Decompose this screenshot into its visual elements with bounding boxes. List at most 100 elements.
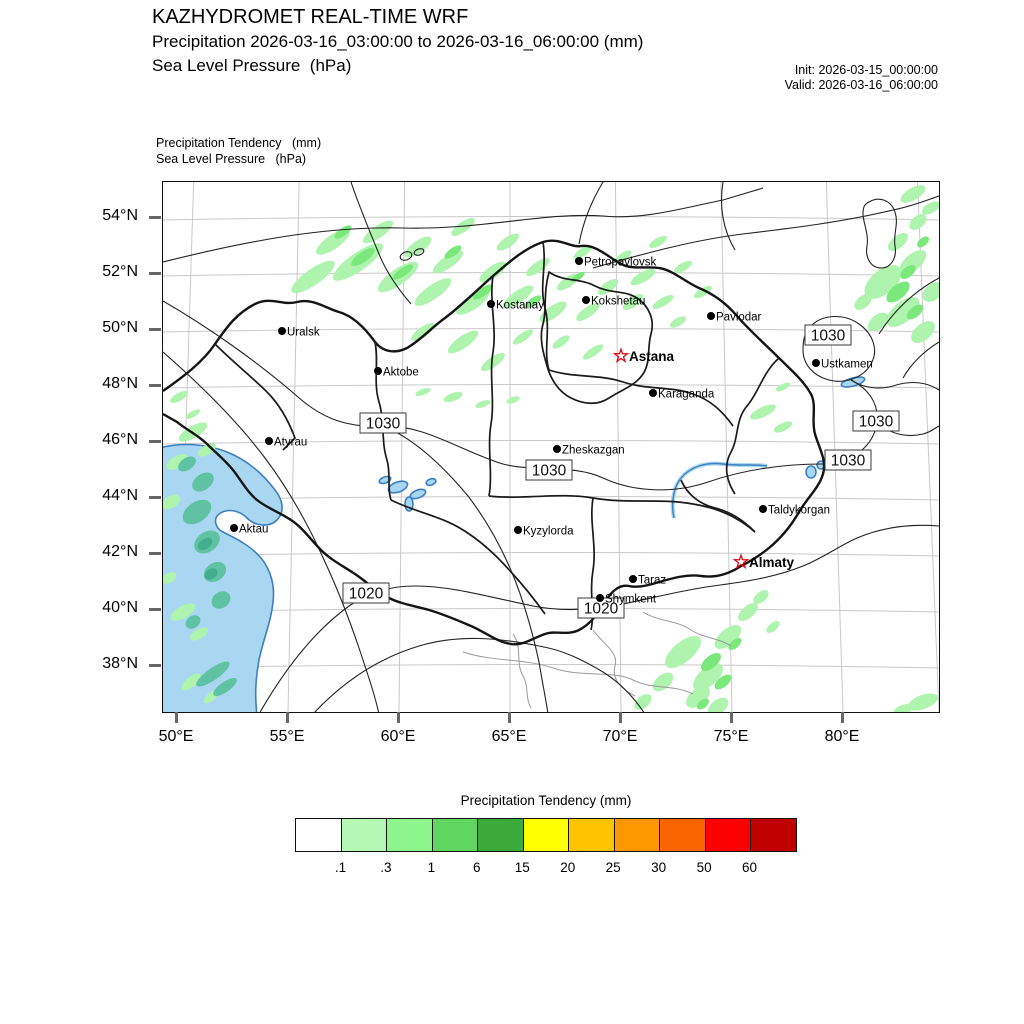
city-dot-icon (514, 526, 522, 534)
city-dot-icon (759, 505, 767, 513)
meridian-line (720, 182, 733, 712)
city-label: Taraz (638, 575, 666, 587)
precip-area-southeast (634, 590, 939, 712)
city-label: Almaty (749, 555, 795, 570)
lat-tick-label: 40°N (102, 599, 138, 616)
parallel-line (163, 552, 939, 557)
city-dot-icon (649, 389, 657, 397)
lon-tick-mark (175, 712, 178, 723)
lon-tick-mark (286, 712, 289, 723)
city-dot-icon (575, 257, 583, 265)
city-dot-icon (265, 437, 273, 445)
colorbar-cell (660, 819, 706, 851)
lat-tick-mark (149, 440, 161, 443)
city-marker: Karaganda (649, 389, 715, 401)
lat-tick-label: 42°N (102, 543, 138, 560)
city-dot-icon (278, 327, 286, 335)
map-legend-precip: Precipitation Tendency (mm) (156, 136, 322, 150)
city-label: Ustkamen (821, 359, 873, 371)
capital-star-icon: ☆ (732, 552, 749, 573)
meridian-line (287, 182, 300, 712)
page-title: KAZHYDROMET REAL-TIME WRF (152, 6, 469, 28)
city-dot-icon (230, 524, 238, 532)
capital-star-icon: ☆ (612, 346, 629, 367)
colorbar-cell (432, 819, 479, 851)
pressure-label-text: 1020 (584, 601, 619, 618)
lon-tick-label: 55°E (269, 728, 305, 745)
colorbar-cell (341, 819, 388, 851)
city-label: Uralsk (287, 327, 320, 339)
lat-tick-mark (149, 216, 161, 219)
city-marker: Ustkamen (812, 359, 873, 371)
city-label: Astana (629, 349, 675, 364)
city-dot-icon (553, 445, 561, 453)
city-label: Taldykorgan (768, 505, 830, 517)
city-marker: Kyzylorda (514, 526, 574, 538)
meridian-line (917, 182, 939, 712)
city-marker: Aktau (230, 524, 268, 536)
pressure-label-text: 1030 (859, 414, 894, 431)
precip-area-north (291, 217, 712, 408)
lon-tick-label: 65°E (491, 728, 527, 745)
lat-tick-mark (149, 608, 161, 611)
colorbar-tick-label: 15 (514, 860, 530, 875)
colorbar-cell (523, 819, 570, 851)
pressure-label-text: 1030 (831, 453, 866, 470)
city-marker: Petropavlovsk (575, 257, 656, 269)
pressure-label: 1030 (359, 412, 407, 434)
pressure-label: 1020 (577, 597, 625, 619)
city-label: Kostanay (496, 300, 544, 312)
pressure-label: 1030 (525, 459, 573, 481)
pressure-subtitle: Sea Level Pressure (hPa) (152, 56, 352, 75)
valid-timestamp: Valid: 2026-03-16_06:00:00 (784, 78, 938, 92)
init-timestamp: Init: 2026-03-15_00:00:00 (794, 63, 938, 77)
pressure-label-box (359, 412, 407, 434)
city-label: Aktobe (383, 367, 419, 379)
city-dot-icon (812, 359, 820, 367)
colorbar-tick-label: 50 (696, 860, 712, 875)
lon-tick-mark (397, 712, 400, 723)
colorbar-cell (387, 819, 433, 851)
lat-tick-label: 50°N (102, 319, 138, 336)
city-label: Kyzylorda (523, 526, 574, 538)
lon-tick-label: 50°E (158, 728, 194, 745)
pressure-label-box (525, 459, 573, 481)
meridian-line (614, 182, 622, 712)
pressure-label: 1020 (342, 582, 390, 604)
colorbar-title: Precipitation Tendency (mm) (460, 793, 632, 808)
city-marker: Taldykorgan (759, 505, 830, 517)
colorbar-tick-label: 1 (427, 860, 436, 875)
city-marker: Zheskazgan (553, 445, 625, 457)
colorbar-tick-label: 6 (473, 860, 481, 875)
city-dot-icon (374, 367, 382, 375)
colorbar-tick-label: .1 (334, 860, 347, 875)
pressure-label-box (852, 410, 900, 432)
city-marker: Aktobe (374, 367, 419, 379)
colorbar-cell (705, 819, 752, 851)
city-label: Shymkent (605, 594, 657, 606)
pressure-label-text: 1020 (349, 586, 384, 603)
lon-tick-mark (841, 712, 844, 723)
city-marker: Taraz (629, 575, 666, 587)
colorbar-cell (569, 819, 615, 851)
city-dot-icon (596, 594, 604, 602)
city-marker: Pavlodar (707, 312, 762, 324)
lat-tick-mark (149, 272, 161, 275)
lat-tick-label: 48°N (102, 375, 138, 392)
city-marker: ☆ Astana (612, 346, 674, 367)
precip-area-northeast (750, 185, 939, 433)
pressure-label-box (342, 582, 390, 604)
lon-tick-label: 75°E (713, 728, 749, 745)
city-label: Zheskazgan (562, 445, 625, 457)
colorbar-tick-label: 25 (605, 860, 621, 875)
lat-tick-label: 44°N (102, 487, 138, 504)
lat-tick-mark (149, 496, 161, 499)
parallel-line (163, 440, 939, 445)
lat-tick-label: 38°N (102, 655, 138, 672)
city-label: Aktau (239, 524, 268, 536)
parallel-line (163, 384, 939, 389)
city-label: Petropavlovsk (584, 257, 656, 269)
precip-subtitle: Precipitation 2026-03-16_03:00:00 to 202… (152, 32, 644, 51)
